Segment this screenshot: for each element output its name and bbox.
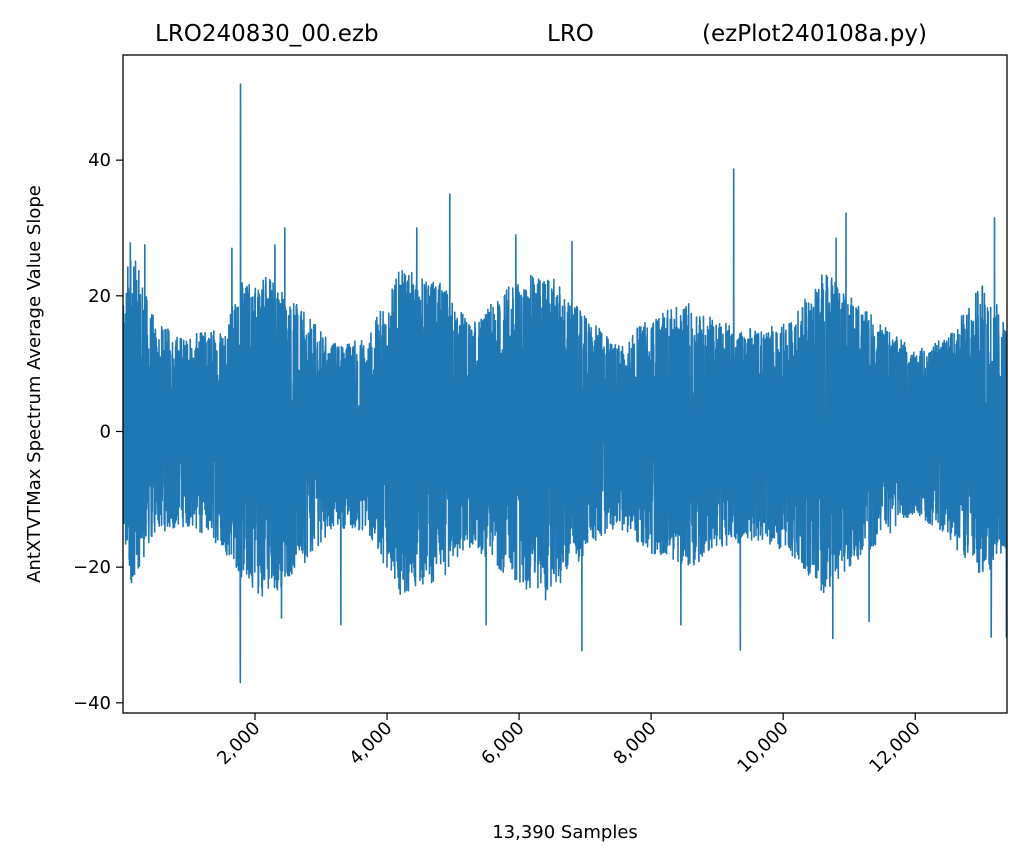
x-axis-label: 13,390 Samples: [492, 822, 638, 843]
y-tick-label: 20: [88, 286, 111, 307]
y-tick-label: −40: [73, 693, 111, 714]
y-tick-label: −20: [73, 557, 111, 578]
plot-area: [122, 54, 1008, 714]
chart-title-site: LRO: [547, 21, 594, 47]
y-axis-label: AntXTVTMax Spectrum Average Value Slope: [24, 185, 45, 583]
y-axis: −40 −20 0 20 40: [73, 150, 123, 714]
y-tick-label: 0: [100, 421, 111, 442]
y-tick-label: 40: [88, 150, 111, 171]
plot-frame: [122, 54, 1008, 714]
series-line: [123, 83, 1007, 684]
chart-title-script: (ezPlot240108a.py): [702, 21, 927, 47]
chart-title-file: LRO240830_00.ezb: [155, 21, 379, 47]
